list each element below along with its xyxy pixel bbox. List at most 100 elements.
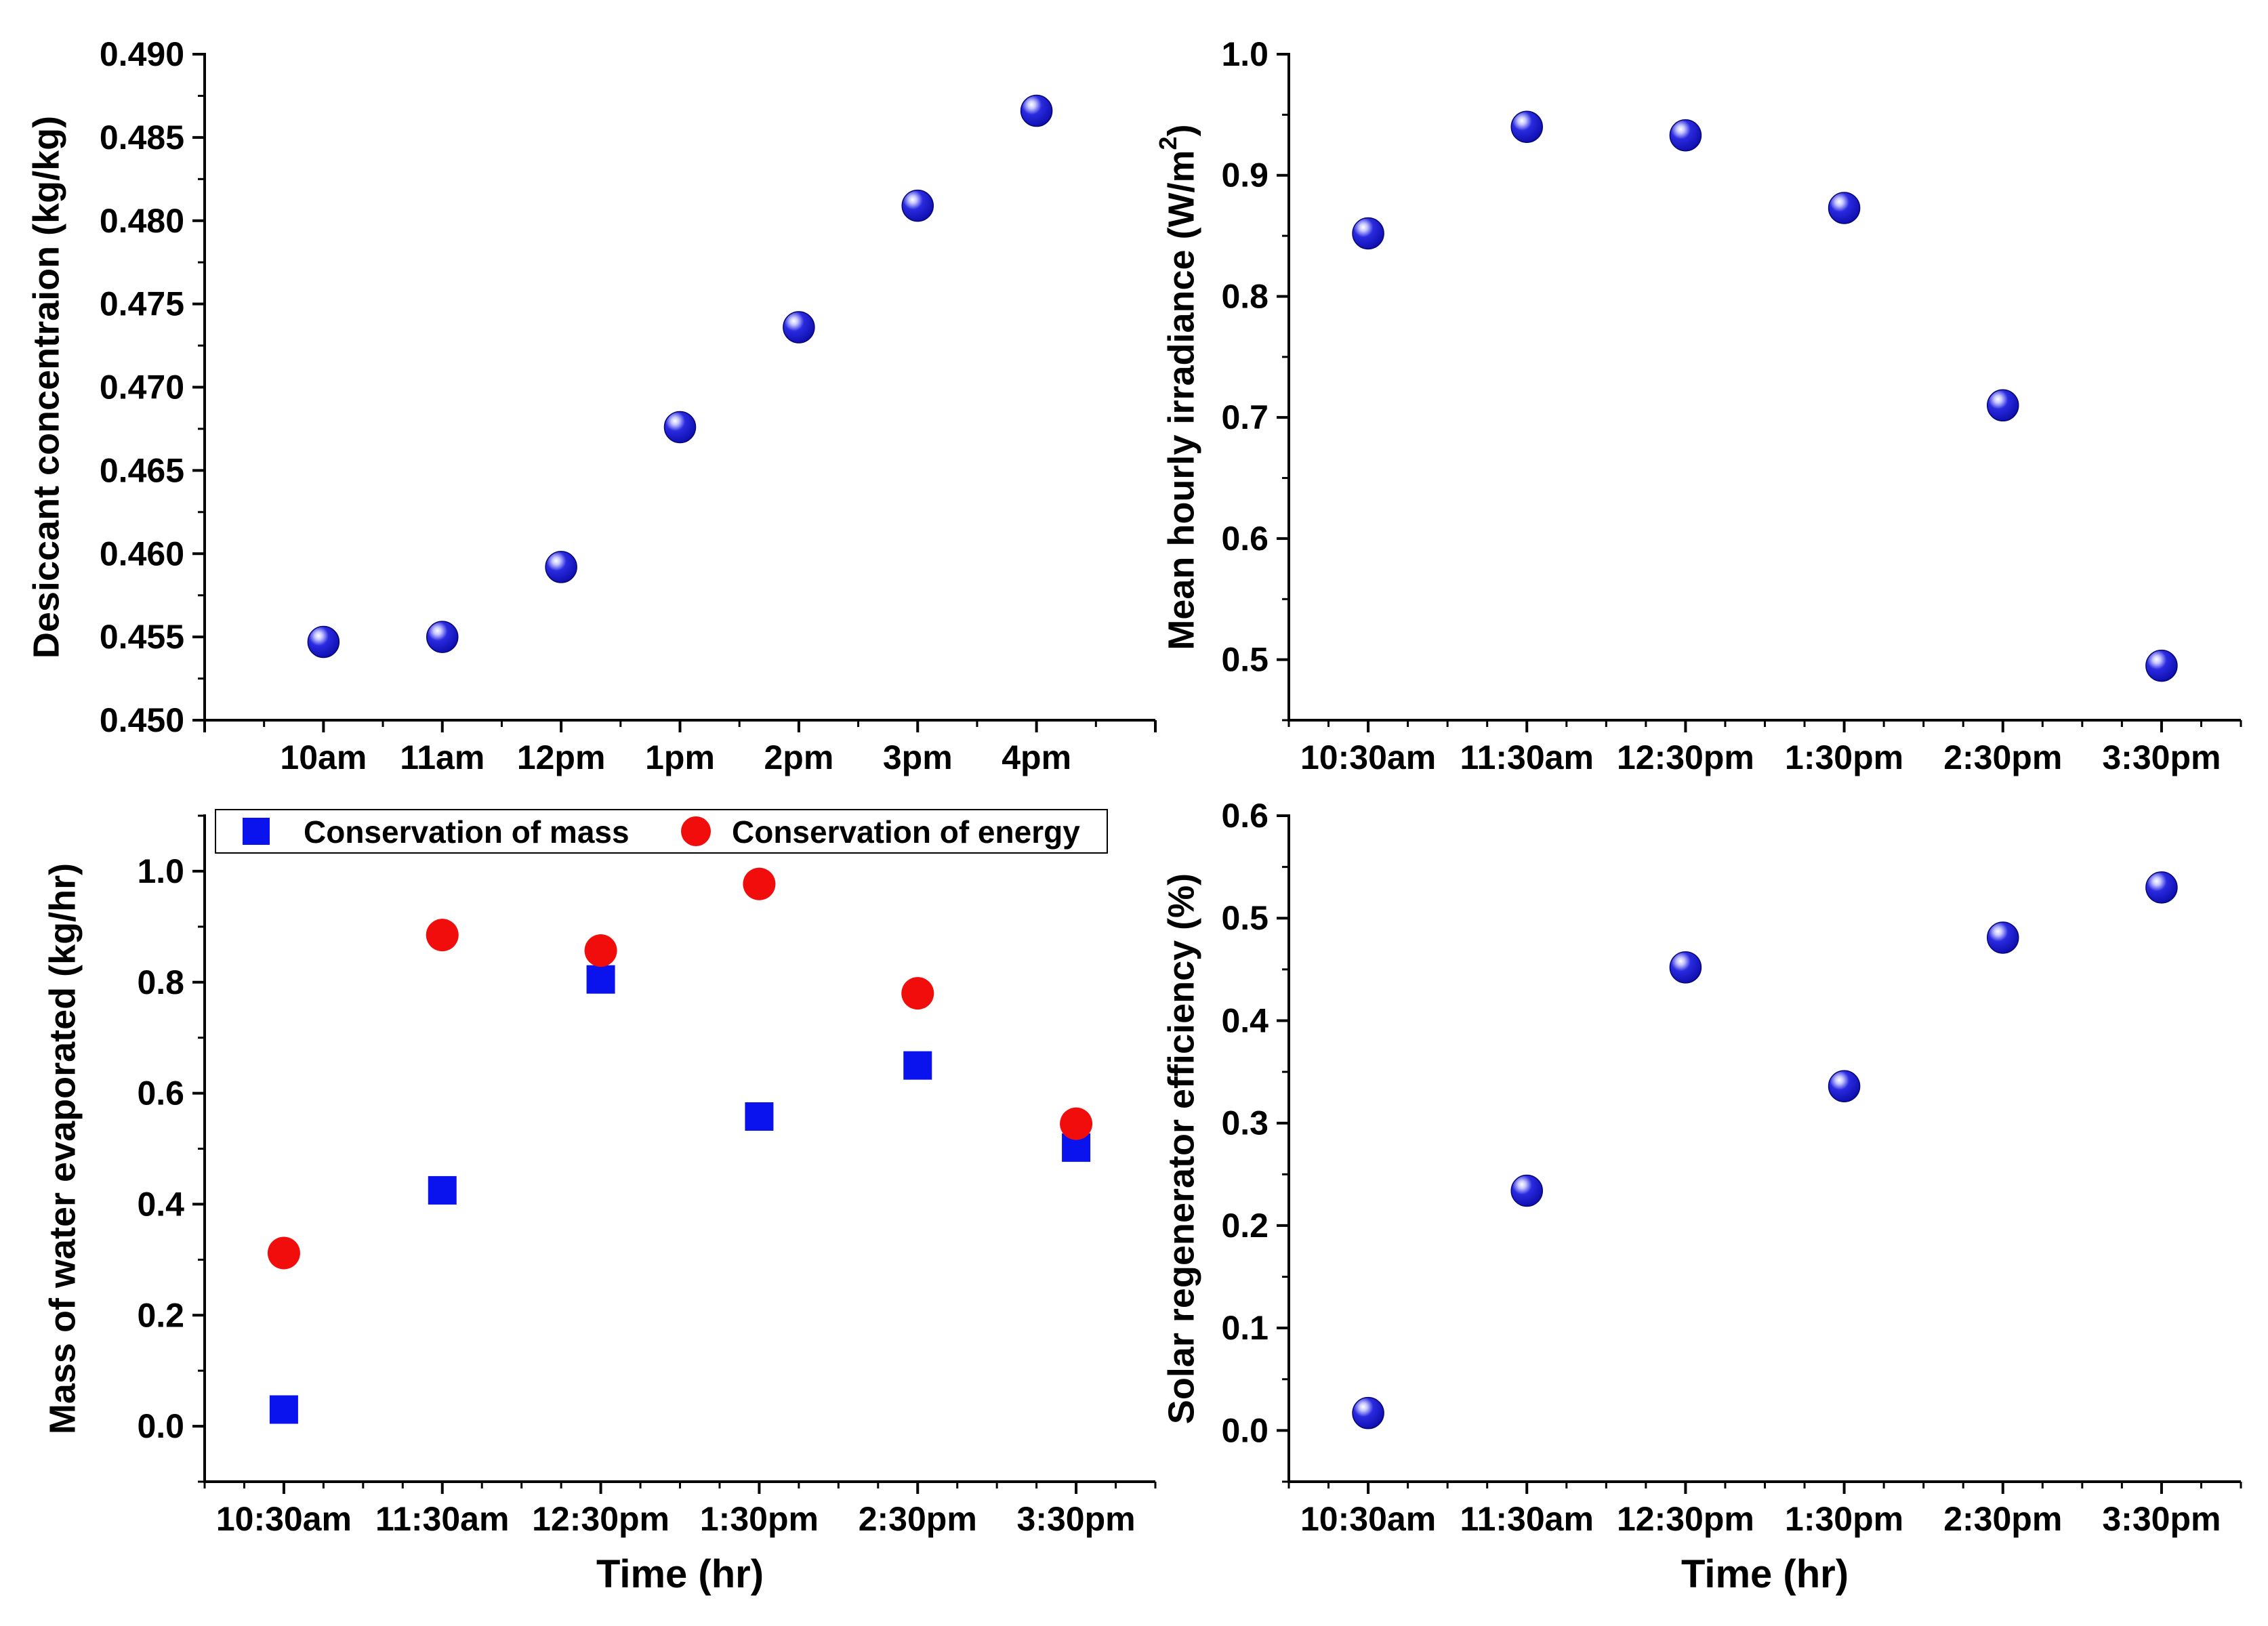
x-tick-label: 3:30pm — [1017, 1500, 1136, 1538]
data-point — [307, 625, 340, 659]
data-point-energy — [1060, 1107, 1093, 1140]
data-point — [1828, 1070, 1861, 1102]
data-point-mass — [586, 965, 615, 994]
data-point — [2145, 871, 2178, 904]
x-tick-label: 10:30am — [1300, 738, 1436, 776]
data-point — [1669, 119, 1702, 152]
y-tick-label: 0.6 — [1221, 797, 1269, 835]
y-tick-label: 0.490 — [100, 35, 184, 73]
y-tick-label: 0.8 — [1221, 277, 1269, 315]
y-tick-label: 0.7 — [1221, 398, 1269, 436]
legend-marker-energy — [681, 816, 711, 846]
y-tick-label: 1.0 — [137, 852, 184, 890]
data-point-energy — [426, 919, 459, 952]
data-point — [1352, 1396, 1384, 1430]
x-tick-label: 4pm — [1002, 738, 1071, 776]
data-point — [901, 189, 934, 222]
data-point — [1510, 110, 1543, 143]
data-point — [1987, 389, 2019, 422]
x-tick-label: 11:30am — [1460, 738, 1594, 776]
x-axis-label: Time (hr) — [596, 1552, 764, 1596]
irradiance-chart: 0.5 0.6 0.7 0.8 0.9 1.0 10:30am 11:30am 12:30pm 1… — [1154, 35, 2242, 776]
x-tick-label: 11:30am — [1460, 1500, 1594, 1538]
data-point-energy — [584, 934, 617, 967]
legend: Conservation of mass Conservation of ener… — [215, 809, 1108, 854]
data-point-mass — [428, 1175, 457, 1205]
y-tick-label: 0.9 — [1221, 157, 1269, 194]
x-tick-label: 10am — [280, 738, 367, 776]
y-tick-label: 0.4 — [137, 1185, 184, 1223]
x-tick-label: 10:30am — [1300, 1500, 1436, 1538]
data-point-energy — [901, 977, 934, 1010]
x-tick-label: 2:30pm — [859, 1500, 977, 1538]
y-tick-label: 0.475 — [100, 285, 184, 323]
y-axis-label: Mean hourly irradiance (W/m2) — [1154, 124, 1201, 650]
x-tick-label: 2pm — [764, 738, 833, 776]
data-point-mass — [903, 1051, 932, 1080]
legend-box — [215, 809, 1108, 854]
data-point — [1669, 951, 1702, 984]
y-axis-label-end: ) — [1161, 124, 1201, 136]
data-point-energy — [743, 867, 776, 900]
data-point-mass — [269, 1395, 298, 1424]
y-tick-label: 0.455 — [100, 618, 184, 656]
x-tick-label: 3:30pm — [2102, 1500, 2221, 1538]
data-point-energy — [267, 1236, 300, 1270]
data-point — [1510, 1174, 1543, 1207]
y-tick-label: 0.1 — [1221, 1309, 1269, 1347]
x-tick-label: 1:30pm — [700, 1500, 819, 1538]
y-tick-label: 0.6 — [137, 1075, 184, 1112]
x-tick-label: 11am — [400, 738, 484, 776]
x-tick-label: 1:30pm — [1785, 738, 1903, 776]
x-tick-label: 2:30pm — [1943, 738, 2062, 776]
x-tick-label: 12pm — [517, 738, 606, 776]
data-point — [1020, 94, 1053, 127]
data-point — [1987, 921, 2019, 954]
y-tick-label: 0.460 — [100, 535, 184, 572]
y-tick-label: 0.3 — [1221, 1104, 1269, 1142]
x-tick-label: 3:30pm — [2102, 738, 2221, 776]
data-point — [663, 411, 697, 444]
x-tick-label: 3pm — [883, 738, 953, 776]
y-axis-label: Mass of water evaporated (kg/hr) — [42, 863, 83, 1434]
desiccant-chart: 0.450 0.455 0.460 0.465 0.470 0.475 0.480 0.485… — [26, 35, 1157, 776]
x-tick-label: 10:30am — [216, 1500, 352, 1538]
y-axis-label-superscript: 2 — [1154, 136, 1182, 150]
chart-panels: 0.450 0.455 0.460 0.465 0.470 0.475 0.480 0.485… — [26, 35, 2242, 1596]
data-point — [2145, 649, 2178, 682]
y-tick-label: 0.470 — [100, 369, 184, 406]
legend-marker-mass — [243, 818, 270, 845]
y-tick-label: 0.2 — [137, 1296, 184, 1334]
x-tick-label: 12:30pm — [532, 1500, 669, 1538]
data-point — [1352, 217, 1384, 250]
y-tick-label: 0.4 — [1221, 1001, 1269, 1039]
y-tick-label: 0.485 — [100, 119, 184, 157]
y-tick-label: 0.5 — [1221, 899, 1269, 937]
legend-label-energy: Conservation of energy — [732, 814, 1080, 850]
data-point — [426, 621, 459, 653]
data-point — [545, 551, 577, 583]
x-tick-label: 2:30pm — [1943, 1500, 2062, 1538]
y-tick-label: 0.6 — [1221, 520, 1269, 558]
x-tick-label: 12:30pm — [1617, 1500, 1754, 1538]
y-tick-label: 0.465 — [100, 451, 184, 489]
y-tick-label: 0.480 — [100, 202, 184, 240]
legend-label-mass: Conservation of mass — [304, 814, 630, 850]
x-tick-label: 12:30pm — [1617, 738, 1754, 776]
y-tick-label: 0.8 — [137, 963, 184, 1001]
y-tick-label: 0.0 — [137, 1407, 184, 1445]
y-axis-label: Solar regenerator efficiency (%) — [1161, 873, 1201, 1424]
x-tick-label: 11:30am — [375, 1500, 509, 1538]
x-axis-label: Time (hr) — [1681, 1552, 1849, 1596]
y-tick-label: 0.0 — [1221, 1411, 1269, 1449]
y-tick-label: 0.450 — [100, 701, 184, 739]
data-point — [1828, 192, 1861, 224]
data-point-mass — [745, 1102, 774, 1131]
y-axis-label: Desiccant concentraion (kg/kg) — [26, 116, 66, 659]
y-tick-label: 1.0 — [1221, 35, 1269, 73]
x-tick-label: 1pm — [645, 738, 715, 776]
mass-chart: 0.0 0.2 0.4 0.6 0.8 1.0 10:30am 11:30am 12:30pm 1… — [42, 809, 1157, 1596]
efficiency-chart: 0.0 0.1 0.2 0.3 0.4 0.5 0.6 10:30am 11:30am 12:30… — [1161, 797, 2242, 1596]
y-tick-label: 0.2 — [1221, 1207, 1269, 1245]
